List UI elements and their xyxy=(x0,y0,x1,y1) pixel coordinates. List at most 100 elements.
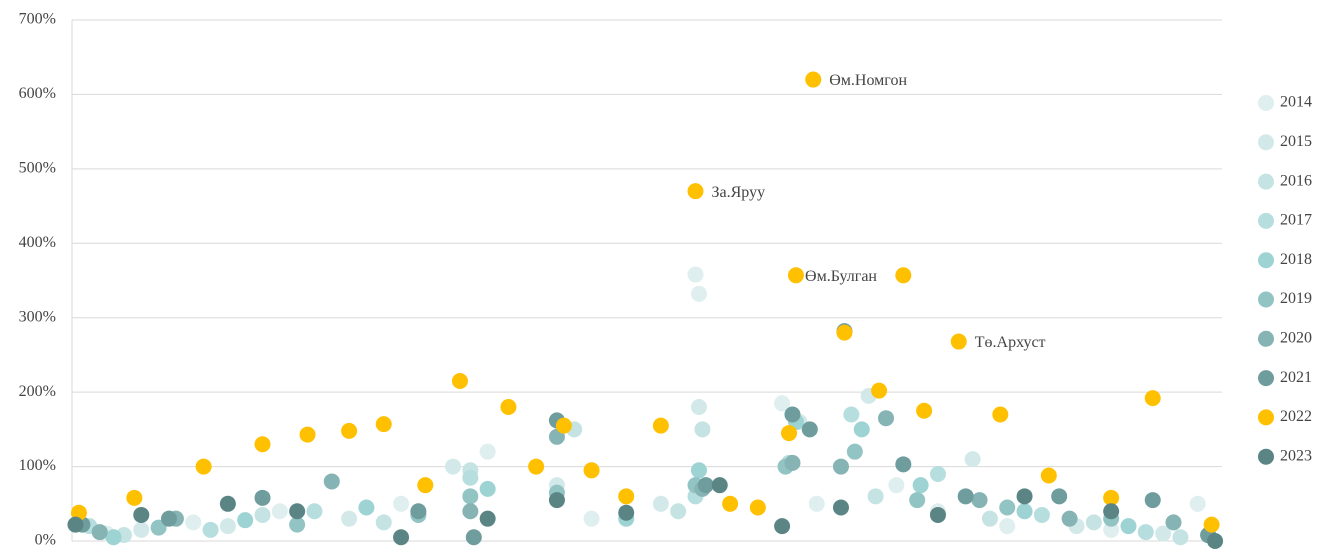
legend-label: 2017 xyxy=(1280,212,1312,229)
point xyxy=(1033,506,1050,523)
point xyxy=(981,510,998,527)
point xyxy=(690,462,707,479)
point xyxy=(1144,390,1161,407)
point xyxy=(375,416,392,433)
point xyxy=(583,510,600,527)
point xyxy=(916,402,933,419)
legend-marker xyxy=(1258,134,1274,151)
point xyxy=(299,426,316,443)
point xyxy=(1103,489,1120,506)
point xyxy=(375,514,392,531)
point xyxy=(774,518,791,535)
point xyxy=(964,451,981,468)
point xyxy=(832,458,849,475)
point xyxy=(445,458,462,475)
point xyxy=(888,477,905,494)
point xyxy=(150,519,167,536)
point xyxy=(462,488,479,505)
point xyxy=(67,516,84,533)
point xyxy=(289,503,306,520)
annotation: Өм.Булган xyxy=(805,268,877,285)
point xyxy=(670,503,687,520)
point xyxy=(687,183,704,200)
point xyxy=(836,324,853,341)
point xyxy=(690,285,707,302)
point xyxy=(105,529,122,546)
point xyxy=(749,499,766,516)
point xyxy=(160,510,177,527)
annotation: За.Яруу xyxy=(711,184,765,201)
legend-marker xyxy=(1258,370,1274,387)
point xyxy=(1120,518,1137,535)
point xyxy=(341,510,358,527)
legend-marker xyxy=(1258,409,1274,426)
point xyxy=(853,421,870,438)
point xyxy=(711,477,728,494)
point xyxy=(1172,529,1189,546)
point xyxy=(465,529,482,546)
point xyxy=(358,499,375,516)
point xyxy=(289,516,306,533)
point xyxy=(555,417,572,434)
legend-label: 2014 xyxy=(1280,94,1312,111)
point xyxy=(1137,524,1154,541)
y-tick-label: 100% xyxy=(19,457,56,474)
point xyxy=(867,488,884,505)
point xyxy=(878,410,895,427)
point xyxy=(341,422,358,439)
point xyxy=(306,503,323,520)
point xyxy=(479,510,496,527)
point xyxy=(694,421,711,438)
point xyxy=(254,436,271,453)
point xyxy=(912,477,929,494)
point xyxy=(1103,521,1120,538)
legend-marker xyxy=(1258,330,1274,347)
point xyxy=(787,267,804,284)
y-tick-label: 400% xyxy=(19,234,56,251)
point xyxy=(91,524,108,541)
point xyxy=(1189,495,1206,512)
point xyxy=(393,495,410,512)
annotation: Өм.Номгон xyxy=(829,72,907,89)
point xyxy=(462,503,479,520)
legend-label: 2022 xyxy=(1280,408,1312,425)
legend-marker xyxy=(1258,291,1274,308)
legend-label: 2023 xyxy=(1280,447,1312,464)
point xyxy=(871,382,888,399)
point xyxy=(895,267,912,284)
point xyxy=(843,406,860,423)
y-tick-label: 300% xyxy=(19,308,56,325)
legend-label: 2015 xyxy=(1280,133,1312,150)
point xyxy=(185,514,202,531)
point xyxy=(846,443,863,460)
point xyxy=(895,456,912,473)
point xyxy=(1203,516,1220,533)
point xyxy=(697,477,714,494)
y-tick-label: 700% xyxy=(19,11,56,28)
point xyxy=(1061,510,1078,527)
point xyxy=(417,477,434,494)
point xyxy=(1207,533,1224,549)
point xyxy=(271,503,288,520)
point xyxy=(652,495,669,512)
point xyxy=(971,492,988,509)
point xyxy=(237,512,254,529)
point xyxy=(784,406,801,423)
point xyxy=(479,480,496,497)
point xyxy=(133,506,150,523)
legend-marker xyxy=(1258,173,1274,190)
annotation: Тө.Архуст xyxy=(975,334,1046,351)
legend-label: 2021 xyxy=(1280,369,1312,386)
point xyxy=(957,488,974,505)
point xyxy=(1016,503,1033,520)
point xyxy=(801,421,818,438)
point xyxy=(909,492,926,509)
legend-label: 2016 xyxy=(1280,172,1312,189)
point xyxy=(1051,488,1068,505)
legend-label: 2020 xyxy=(1280,329,1312,346)
point xyxy=(133,521,150,538)
point xyxy=(992,406,1009,423)
point xyxy=(832,499,849,516)
point xyxy=(618,504,635,521)
y-tick-label: 500% xyxy=(19,160,56,177)
